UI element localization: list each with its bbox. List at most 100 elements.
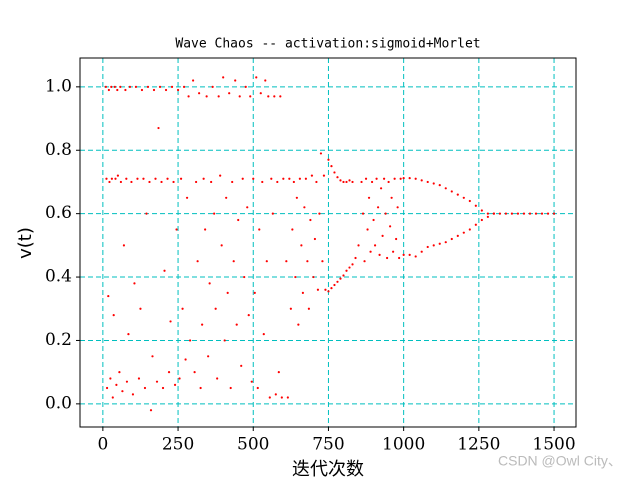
point [316, 288, 320, 291]
x-tick-label: 0 [97, 435, 108, 455]
point [432, 182, 435, 185]
point [384, 212, 387, 215]
point [112, 313, 115, 317]
point [273, 95, 276, 98]
point [450, 237, 453, 241]
point [396, 206, 399, 209]
point [167, 371, 171, 374]
point [201, 323, 204, 326]
point [319, 152, 323, 155]
point [277, 371, 280, 374]
point [223, 339, 226, 342]
y-tick-label: 0.4 [45, 267, 72, 287]
point [492, 212, 495, 215]
point [142, 177, 145, 180]
point [207, 355, 210, 358]
point [211, 85, 214, 88]
point [222, 76, 225, 79]
point [363, 260, 366, 263]
point [232, 260, 235, 263]
point [134, 85, 138, 88]
point [375, 177, 378, 180]
point [178, 377, 181, 380]
point [303, 206, 306, 209]
point [387, 180, 390, 184]
point [390, 196, 393, 199]
point [426, 180, 429, 184]
point [214, 307, 217, 310]
point [234, 79, 237, 82]
point [342, 274, 345, 277]
point [187, 95, 190, 98]
point [486, 215, 489, 218]
point [336, 280, 339, 283]
y-tick-label: 0.8 [45, 140, 72, 160]
point [480, 209, 483, 212]
point [367, 196, 371, 199]
point [300, 244, 303, 247]
point [282, 177, 285, 180]
point [393, 177, 396, 180]
point [348, 179, 351, 182]
point [402, 253, 405, 256]
point [122, 244, 126, 247]
point [205, 95, 208, 98]
point [294, 275, 297, 279]
watermark: CSDN @Owl City、 [498, 453, 622, 469]
point [301, 291, 304, 295]
point [267, 95, 270, 98]
point [265, 260, 268, 263]
point [139, 307, 142, 310]
point [157, 126, 160, 130]
point [264, 79, 267, 82]
point [361, 212, 365, 215]
point [339, 277, 342, 280]
point [552, 212, 556, 215]
point [389, 225, 392, 228]
point [164, 88, 168, 92]
point [229, 386, 232, 390]
x-tick-label: 1000 [382, 435, 425, 455]
point [169, 320, 172, 323]
point [125, 380, 129, 383]
point [163, 269, 166, 272]
point [342, 180, 345, 184]
point [312, 275, 315, 279]
point [345, 180, 348, 184]
point [510, 212, 514, 215]
point [235, 323, 238, 326]
point [322, 174, 326, 177]
point [381, 234, 384, 237]
point [336, 176, 339, 179]
point [196, 260, 199, 263]
point [351, 180, 354, 184]
point [250, 380, 253, 383]
point [158, 85, 162, 88]
x-tick-label: 500 [237, 435, 269, 455]
point [398, 256, 401, 260]
point [115, 383, 118, 386]
x-tick-label: 1500 [532, 435, 575, 455]
point [386, 256, 389, 260]
point [285, 260, 288, 263]
point [198, 92, 201, 95]
point [468, 199, 471, 203]
point [339, 179, 342, 182]
point [369, 250, 372, 253]
point [116, 174, 119, 177]
point [474, 223, 477, 226]
point [420, 179, 423, 182]
point [220, 244, 223, 247]
point [382, 177, 386, 180]
point [276, 180, 279, 184]
point [149, 409, 153, 412]
point [173, 383, 177, 386]
point [246, 206, 249, 209]
point [271, 212, 274, 215]
point [534, 212, 538, 215]
point [237, 218, 240, 222]
point [330, 165, 333, 168]
point [151, 355, 154, 358]
point [247, 313, 250, 317]
